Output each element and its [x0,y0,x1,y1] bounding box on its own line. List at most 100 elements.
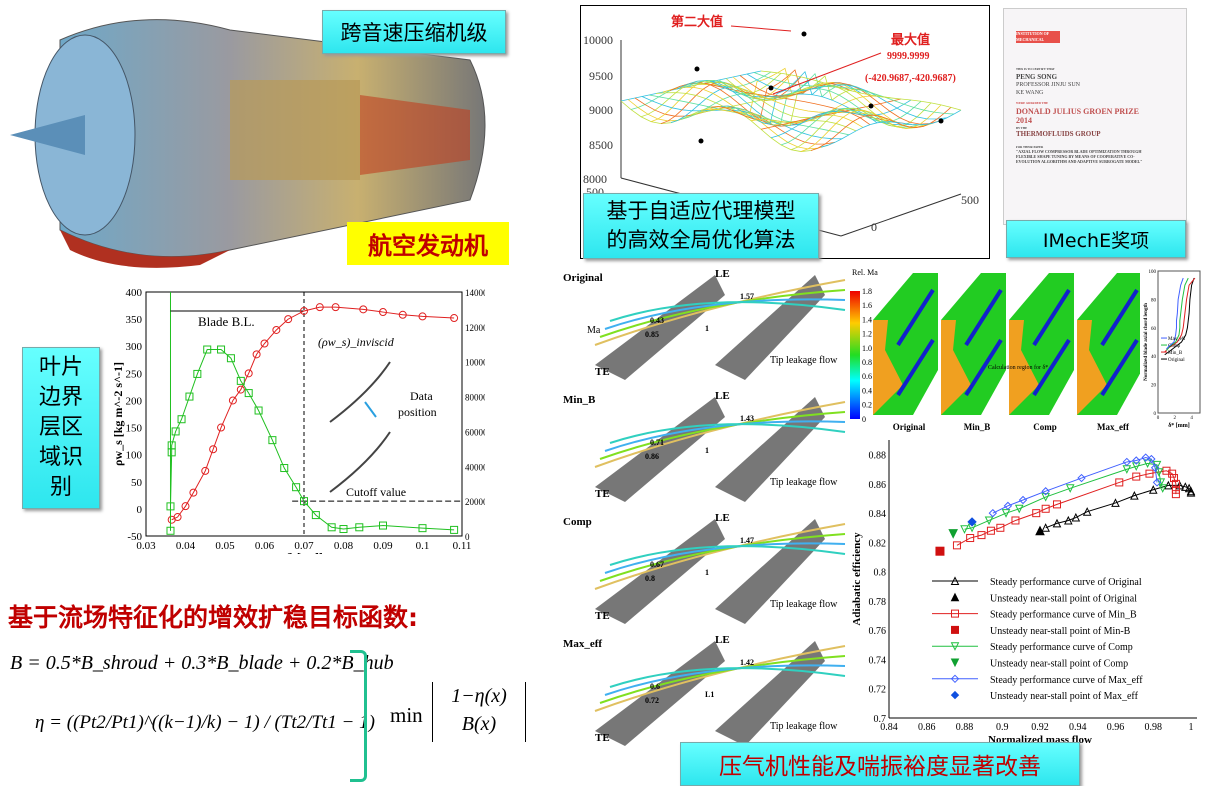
data-point [244,369,253,378]
blade-shape [595,397,725,502]
y2-tick-label: 0 [465,532,470,542]
data-point [450,314,459,323]
data-point [1141,453,1150,462]
y-tick-label: 0.84 [869,509,887,520]
case-label: Comp [1033,422,1057,432]
mesh-line [746,73,948,120]
data-series [935,546,945,556]
streamline [609,545,846,566]
mesh-line [780,100,922,146]
data-point [1082,507,1092,516]
x-tick-label: 0.06 [255,540,275,552]
blade-sketch [329,361,391,423]
legend-label: Max_eff [1168,337,1185,342]
data-point [193,369,202,378]
boundary-layer-label: 叶片 边界 层区 域识 别 [22,347,100,509]
engine-illustration [10,19,486,268]
max-annotation: 最大值 [891,32,930,47]
data-point [1132,456,1141,465]
data-point [1171,485,1180,494]
data-point [185,392,194,401]
data-point [988,508,998,518]
contour-high [1077,320,1107,415]
data-point [1164,480,1173,490]
streamline [599,655,846,704]
y-tick-label: 0.72 [869,685,887,696]
data-point [950,592,960,602]
y-tick-label: 40 [1151,355,1157,360]
legend-label: Original [1168,358,1185,363]
data-series [948,529,958,539]
x-tick-label: 0 [1157,416,1160,421]
data-point [1158,484,1167,493]
plot-frame [1157,270,1201,414]
data-point [952,541,961,550]
data-annotation: Data [410,389,433,403]
group-name: THERMOFLUIDS GROUP [1016,130,1101,138]
data-point [1152,478,1162,487]
mach-value: 1.43 [740,414,754,423]
y2-tick-label: 20000 [465,497,485,507]
x-tick-label: 4 [1190,416,1193,421]
cutoff-annotation: Cutoff value [346,485,406,499]
le-label: LE [715,390,730,402]
contour-high [941,320,971,415]
data-point [1147,454,1156,464]
data-point [236,385,245,394]
y-tick-label: 0.82 [869,538,887,549]
legend-label: Steady performance curve of Comp [990,642,1133,653]
data-point [171,427,180,436]
data-point [166,526,175,535]
x-tick-label: 0.92 [1031,722,1049,733]
mesh-line [704,82,906,124]
data-point [951,609,959,618]
data-point [996,523,1005,532]
x-axis-label: β [rad] [285,550,323,554]
data-point [1041,487,1050,496]
blade-shape [715,397,825,502]
data-point [950,690,960,700]
data-series [167,303,459,524]
data-point [418,312,427,321]
data-point [300,306,308,315]
sample-point [768,85,774,91]
data-point [1168,469,1177,478]
legend-label: Comp [1168,344,1181,349]
x-tick-label: 0.96 [1107,722,1125,733]
y-axis-label: ρw_s [kg m^-2 s^-1] [111,362,125,466]
mach-value: 1.47 [740,536,754,545]
data-point [167,441,176,450]
label-line: 叶片 [38,355,83,380]
data-point [1014,504,1024,514]
te-label: TE [595,488,610,500]
colorbar-tick: 1.8 [862,287,872,296]
data-point [1052,500,1061,509]
data-point [1130,490,1139,500]
surrogate-surface-plot: 10000 9500 9000 8500 8000 500 0 500 第二大值… [580,5,990,259]
mach-value: L1 [705,690,714,699]
data-position-marker [364,401,377,418]
y2-tick-label: 60000 [465,427,485,437]
colorbar-tick: 1.2 [862,330,872,339]
legend-item: Unsteady near-stall point of Comp [950,658,1128,670]
legend-item: Steady performance curve of Comp [932,642,1133,653]
y-tick-label: 20 [1151,384,1157,389]
data-point [272,325,281,334]
data-point [1001,509,1011,518]
data-series [988,453,1162,518]
data-point [1035,525,1045,536]
sample-point [801,31,807,37]
mesh-line [739,75,941,125]
low-mach-region [964,338,1003,397]
legend-item: Unsteady near-stall point of Max_eff [950,690,1139,702]
blade-shape [595,641,725,746]
data-point [217,423,226,432]
le-label: LE [715,268,730,280]
case-label: Original [563,272,603,284]
series-line [956,470,1177,546]
mach-value: 1.42 [740,658,754,667]
data-point [177,415,186,424]
flow-panel: Max_eff LE TE Tip leakage flow 0.6 0.72 L1 1.42 [563,634,846,746]
data-point [236,376,245,385]
case-label: Max_eff [563,638,602,650]
